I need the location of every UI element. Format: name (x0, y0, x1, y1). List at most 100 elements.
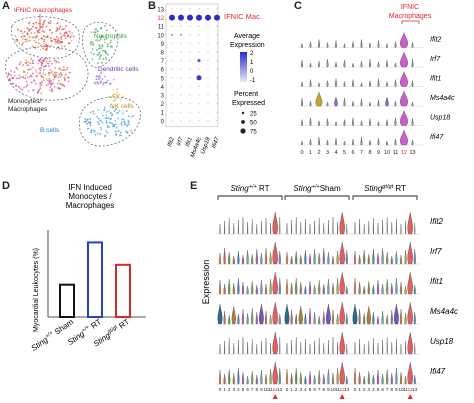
e-violin (279, 336, 281, 355)
e-violin (345, 285, 348, 295)
umap-point (50, 39, 53, 42)
umap-point (97, 47, 100, 50)
umap-point (66, 66, 69, 69)
c-violin (400, 90, 408, 107)
c-violin (326, 101, 329, 107)
umap-point (93, 131, 96, 133)
e-violin (353, 367, 357, 385)
e-violin (405, 220, 407, 235)
dotplot-dot (187, 14, 193, 21)
umap-point (94, 133, 97, 136)
umap-point (14, 35, 17, 38)
umap-point (15, 66, 18, 69)
umap-point (95, 78, 98, 81)
umap-point (90, 131, 93, 134)
e-violin (322, 310, 325, 325)
e-callout-arrow (272, 394, 278, 399)
e-violin (318, 279, 321, 295)
e-x-tick: 11 (403, 387, 408, 392)
umap-point (95, 75, 98, 78)
e-violin (246, 285, 249, 295)
c-violin (400, 51, 408, 68)
e-violin (241, 254, 245, 265)
umap-point (8, 78, 11, 81)
panel-e-letter: E (190, 180, 198, 192)
umap-point (36, 31, 39, 34)
e-x-tick: 8 (391, 387, 394, 392)
umap-point (27, 90, 30, 92)
e-violin (246, 312, 249, 325)
umap-point (43, 35, 45, 37)
umap-point (97, 117, 100, 120)
dotplot-dot (198, 34, 200, 36)
panel-d-letter: D (2, 180, 10, 192)
e-violin (279, 216, 281, 235)
umap-point (118, 109, 121, 112)
umap-point (95, 28, 98, 31)
dotplot-y-tick: 3 (161, 94, 165, 100)
umap-point (53, 71, 56, 74)
dotplot-y-tick: 1 (161, 111, 165, 117)
e-violin (390, 255, 393, 265)
umap-point (16, 68, 19, 71)
label-b-cells: B cells (40, 127, 60, 134)
e-violin (407, 361, 413, 385)
e-violin (218, 252, 222, 265)
dotplot-dot (207, 120, 209, 122)
dotplot-dot (198, 68, 200, 70)
umap-point (39, 72, 42, 75)
umap-point (27, 40, 29, 42)
c-violin (369, 58, 371, 68)
e-violin (359, 218, 361, 235)
umap-point (96, 81, 99, 84)
umap-point (96, 115, 98, 118)
umap-point (106, 43, 109, 46)
umap-point (64, 78, 66, 81)
dotplot-dot (207, 8, 209, 10)
umap-point (59, 25, 62, 28)
e-violin (327, 368, 330, 385)
e-x-tick: 7 (251, 387, 254, 392)
umap-point (113, 93, 116, 96)
dotplot-dot (171, 25, 173, 27)
umap-point (71, 32, 74, 34)
e-violin (367, 280, 370, 295)
e-violin (290, 309, 293, 325)
umap-point (106, 124, 109, 127)
umap-point (57, 79, 60, 82)
c-violin (394, 117, 397, 126)
e-violin (309, 223, 311, 235)
c-violin (343, 119, 346, 126)
d-category-label-sup: +/+ (44, 330, 55, 340)
umap-point (54, 59, 56, 62)
e-x-tick: 1 (223, 387, 226, 392)
dotplot-dot (180, 94, 182, 96)
umap-point (66, 35, 69, 38)
e-x-tick: 6 (246, 387, 249, 392)
umap-point (35, 82, 37, 85)
e-violin (232, 282, 235, 295)
e-x-tick: 9 (395, 387, 398, 392)
umap-point (18, 74, 21, 77)
umap-point (21, 32, 24, 35)
e-violin (269, 368, 272, 385)
umap-point (44, 73, 47, 76)
dotplot-dot (171, 111, 173, 113)
umap-point (50, 90, 53, 93)
umap-point (99, 119, 102, 122)
e-x-tick: 10 (330, 387, 336, 392)
umap-point (93, 53, 95, 56)
e-violin (404, 285, 407, 295)
e-x-tick: 7 (318, 387, 321, 392)
e-x-tick: 13 (412, 387, 418, 392)
dotplot-dot (198, 42, 200, 45)
e-violin (218, 369, 222, 385)
c-violin (352, 79, 354, 87)
umap-point (111, 106, 114, 109)
e-violin (359, 338, 361, 355)
c-violin (326, 139, 329, 146)
dotplot-y-tick: 9 (161, 42, 165, 48)
c-violin (394, 62, 397, 68)
e-violin (242, 216, 244, 235)
